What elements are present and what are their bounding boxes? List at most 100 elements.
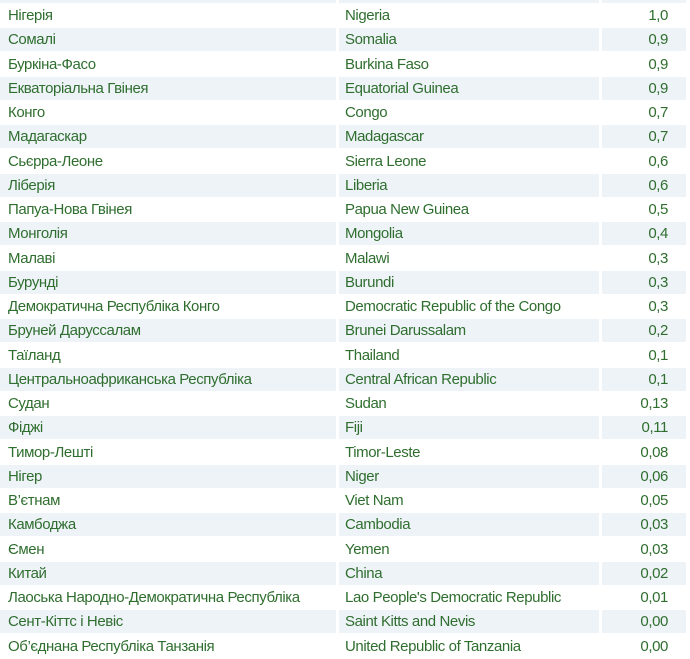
name-uk: Буркіна-Фасо (8, 55, 96, 73)
value: 0,11 (602, 416, 686, 440)
name-uk: Камбоджа (0, 513, 336, 537)
name-en: Viet Nam (345, 492, 404, 509)
table-row: Сомалі Somalia 0,9 (0, 28, 690, 52)
table-row: Ліберія Liberia 0,6 (0, 173, 690, 198)
name-uk: Малаві (8, 249, 56, 267)
table-row: Фіджі Fiji 0,11 (0, 416, 690, 440)
table-row: Бурунді Burundi 0,3 (0, 270, 690, 295)
table-row: Буркіна-Фасо Burkina Faso 0,9 (0, 53, 690, 77)
name-en: Congo (345, 104, 388, 121)
value: 0,06 (602, 464, 686, 488)
name-uk: Фіджі (0, 416, 336, 440)
name-en: Saint Kitts and Nevis (339, 610, 599, 634)
table-row: Мадагаскар Madagascar 0,7 (0, 125, 690, 149)
name-en: China (339, 561, 599, 585)
name-uk: Об’єднана Республіка Танзанія (8, 637, 215, 655)
table-row: Нігер Niger 0,06 (0, 464, 690, 489)
name-uk: Ємен (8, 540, 45, 558)
name-uk: В’єтнам (8, 492, 60, 509)
name-uk: Сьєрра-Леоне (8, 152, 103, 170)
value: 0,03 (640, 540, 668, 558)
value: 0,6 (602, 173, 686, 197)
name-en: Niger (339, 464, 599, 488)
table-row: Об’єднана Республіка Танзанія United Repu… (0, 635, 690, 659)
value: 0,7 (602, 125, 686, 149)
name-en: Burundi (339, 270, 599, 294)
table-row: Лаоська Народно-Демократична Республіка L… (0, 586, 690, 610)
name-en: Mongolia (339, 222, 599, 246)
cell (602, 0, 686, 3)
value: 0,6 (648, 152, 668, 170)
name-en: Burkina Faso (345, 55, 429, 73)
table-row: Папуа-Нова Гвінея Papua New Guinea 0,5 (0, 198, 690, 222)
name-en: Brunei Darussalam (339, 319, 599, 343)
name-uk: Мадагаскар (0, 125, 336, 149)
value: 0,00 (602, 610, 686, 634)
name-uk: Китай (0, 561, 336, 585)
table-row: В’єтнам Viet Nam 0,05 (0, 489, 690, 513)
name-en: Equatorial Guinea (339, 76, 599, 100)
value: 0,1 (602, 367, 686, 391)
name-en: Fiji (339, 416, 599, 440)
value: 0,13 (640, 395, 668, 412)
table-row: Екваторіальна Гвінея Equatorial Guinea 0,9 (0, 76, 690, 101)
value: 0,1 (648, 346, 668, 364)
table-row: Тимор-Лешті Timor-Leste 0,08 (0, 441, 690, 465)
value: 0,08 (640, 443, 668, 461)
name-en: Madagascar (339, 125, 599, 149)
name-uk: Бурунді (0, 270, 336, 294)
value: 0,9 (648, 55, 668, 73)
name-en: Sudan (345, 395, 387, 412)
name-en: Timor-Leste (345, 443, 421, 461)
table-row: Ємен Yemen 0,03 (0, 538, 690, 562)
name-uk: Бруней Даруссалам (0, 319, 336, 343)
value: 0,3 (648, 298, 668, 315)
value: 1,0 (648, 7, 668, 24)
cell (339, 0, 599, 3)
name-uk: Центральноафриканська Республіка (0, 367, 336, 391)
table-row: Бруней Даруссалам Brunei Darussalam 0,2 (0, 319, 690, 343)
name-en: Papua New Guinea (345, 201, 469, 218)
value: 0,03 (602, 513, 686, 537)
name-uk: Екваторіальна Гвінея (0, 76, 336, 100)
cell (0, 0, 336, 3)
name-en: Yemen (345, 540, 390, 558)
value: 0,3 (648, 249, 668, 267)
name-uk: Таїланд (8, 346, 61, 364)
name-en: Sierra Leone (345, 152, 427, 170)
table-row: Нігерія Nigeria 1,0 (0, 4, 690, 28)
name-uk: Ліберія (0, 173, 336, 197)
name-uk: Папуа-Нова Гвінея (8, 201, 132, 218)
name-uk: Тимор-Лешті (8, 443, 93, 461)
table-row: Сьєрра-Леоне Sierra Leone 0,6 (0, 150, 690, 174)
value: 0,9 (602, 28, 686, 52)
name-uk: Судан (8, 395, 50, 412)
value: 0,01 (640, 589, 668, 606)
name-en: Thailand (345, 346, 400, 364)
table-row: Центральноафриканська Республіка Central … (0, 367, 690, 392)
table-row: Сент-Кіттс і Невіс Saint Kitts and Nevis 0… (0, 610, 690, 634)
value: 0,5 (648, 201, 668, 218)
table-row: Демократична Республіка Конго Democratic … (0, 295, 690, 319)
table-row: Судан Sudan 0,13 (0, 392, 690, 416)
name-en: Democratic Republic of the Congo (345, 298, 561, 315)
name-en: Somalia (339, 28, 599, 52)
name-uk: Лаоська Народно-Демократична Республіка (8, 589, 300, 606)
name-en: Nigeria (345, 7, 390, 24)
name-en: Lao People's Democratic Republic (345, 589, 562, 606)
name-en: United Republic of Tanzania (345, 637, 521, 655)
table-row: Таїланд Thailand 0,1 (0, 344, 690, 368)
value: 0,3 (602, 270, 686, 294)
name-en: Malawi (345, 249, 390, 267)
name-uk: Сент-Кіттс і Невіс (0, 610, 336, 634)
name-uk: Демократична Республіка Конго (8, 298, 220, 315)
table-row: Камбоджа Cambodia 0,03 (0, 513, 690, 537)
table-row: Китай China 0,02 (0, 561, 690, 586)
value: 0,9 (602, 76, 686, 100)
name-uk: Сомалі (0, 28, 336, 52)
value: 0,05 (640, 492, 668, 509)
value: 0,4 (602, 222, 686, 246)
cropped-row (0, 0, 690, 4)
name-uk: Нігер (0, 464, 336, 488)
